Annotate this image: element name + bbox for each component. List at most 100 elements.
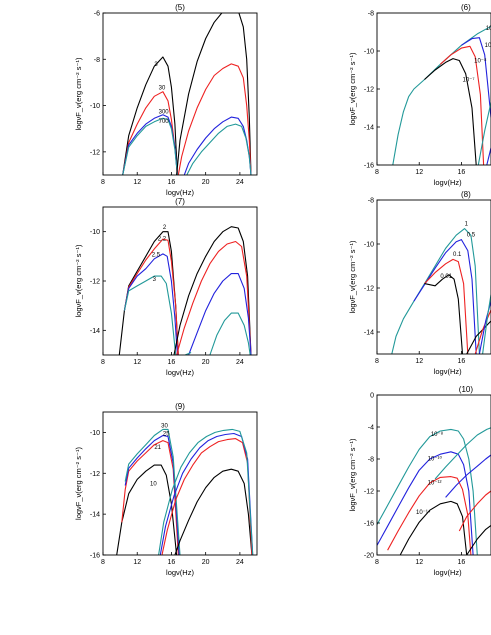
panel-5: 8 12 16 20 24 -12 -10 -8 -6 (5) logν(Hz) logνF_ν(er…: [74, 3, 258, 197]
panel-6-curve-label-3: 10⁻⁷: [463, 76, 475, 83]
panel-5-curve-1: [122, 91, 178, 175]
panel-7-curve-label-3: 3: [153, 277, 157, 283]
panel-5-curve-label-0: 3: [154, 62, 158, 68]
panel-7-ytick-label: -14: [90, 328, 100, 335]
panel-8-curve-2: [424, 258, 469, 354]
panel-6-curve-1: [424, 58, 477, 165]
panel-10-curve-label-0: 10⁻⁸: [431, 431, 444, 438]
panel-7-xlabel: logν(Hz): [166, 368, 194, 377]
panel-9-xlabel: logν(Hz): [166, 568, 194, 577]
panel-9-curve-5: [161, 438, 253, 555]
panel-5-curve-0: [122, 56, 178, 175]
panel-7-xtick-label: 24: [236, 359, 244, 366]
panel-6-ytick-label: -12: [364, 87, 374, 94]
panel-5-xtick-label: 24: [236, 179, 244, 186]
panel-9-xtick-label: 8: [101, 559, 105, 566]
panel-5-xtick-label: 16: [168, 179, 176, 186]
panel-7-curve-label-2: 2.5: [152, 252, 161, 258]
panel-6-curve-label-2: 10⁻⁸: [474, 57, 487, 64]
panel-8-ytick-label: -14: [364, 330, 374, 337]
panel-9-curve-1: [121, 440, 179, 555]
panel-6-ylabel: logνF_ν(erg cm⁻² s⁻¹): [348, 52, 357, 125]
panel-8-curve-5: [474, 309, 491, 354]
panel-5-curve-label-2: 300: [159, 110, 170, 116]
panel-10-curve-5: [445, 454, 491, 498]
panel-6-xtick-label: 12: [415, 169, 423, 176]
panel-6-curve-5: [486, 147, 491, 165]
panel-10-curve-4: [434, 427, 491, 480]
panel-10-curve-label-3: 10⁻¹⁴: [416, 509, 431, 516]
panel-9-xtick-label: 16: [168, 559, 176, 566]
panel-6-ytick-label: -8: [368, 11, 374, 18]
panel-10-curve-1: [377, 451, 474, 555]
panel-5-curve-7: [186, 123, 252, 175]
panel-10-curve-2: [387, 476, 472, 555]
panel-7-xtick-label: 20: [202, 359, 210, 366]
panel-5-xlabel: logν(Hz): [166, 188, 194, 197]
panel-7-ytick-label: -12: [90, 279, 100, 286]
panel-5-frame: [102, 12, 258, 176]
panel-8-ytick-label: -12: [364, 286, 374, 293]
panel-10-curve-6: [458, 490, 491, 532]
panel-10-curve-label-2: 10⁻¹²: [428, 481, 442, 487]
panel-7-curve-4: [173, 226, 252, 355]
panel-5-series: [122, 13, 252, 175]
panel-9-curve-label-1: 25: [163, 431, 170, 437]
panel-9-ytick-label: -10: [90, 430, 100, 437]
panel-7-xtick-label: 8: [101, 359, 105, 366]
panel-6-curve-4: [477, 102, 491, 165]
panel-7-curve-6: [188, 273, 252, 355]
panel-5-ytick-label: -10: [90, 103, 100, 110]
panel-10-frame: [376, 394, 491, 556]
panel-6-ytick-label: -10: [364, 49, 374, 56]
panel-10-ylabel: logνF_ν(erg cm⁻² s⁻¹): [348, 438, 357, 511]
panel-9-curve-7: [158, 428, 254, 555]
panel-5-ytick-label: -12: [90, 149, 100, 156]
panel-8-ytick-label: -10: [364, 242, 374, 249]
panel-7-ylabel: logνF_ν(erg cm⁻² s⁻¹): [74, 244, 83, 317]
panel-6-series: [392, 25, 491, 165]
panel-6-ytick-label: -14: [364, 125, 374, 132]
panel-8-frame: [376, 199, 491, 355]
panel-7-ytick-label: -10: [90, 229, 100, 236]
panel-7-title: (7): [175, 197, 185, 206]
panel-8-curve-label-3: 0.01: [440, 274, 452, 280]
panel-6-ytick-label: -16: [364, 163, 374, 170]
panel-10-ytick-label: 0: [370, 393, 374, 400]
panel-6: 8 12 16 -16 -14 -12 -10 -8 (6) logν(Hz) logνF_ν(er…: [348, 3, 491, 187]
panel-7-curve-label-0: 2: [163, 225, 167, 231]
panel-9-ylabel: logνF_ν(erg cm⁻² s⁻¹): [74, 447, 83, 520]
panel-7-xtick-label: 16: [168, 359, 176, 366]
panel-9-xtick-label: 24: [236, 559, 244, 566]
panel-6-curve-label-1: 10⁻⁹: [485, 42, 491, 49]
panel-5-curve-5: [177, 63, 252, 175]
panel-10-series: [377, 427, 491, 555]
panel-10-ytick-label: -16: [364, 521, 374, 528]
panel-10-xlabel: logν(Hz): [434, 568, 462, 577]
panel-7-xtick-label: 12: [133, 359, 141, 366]
panel-5-curve-label-1: 30: [159, 85, 166, 91]
panel-9-series: [116, 428, 254, 555]
panel-5-ylabel: logνF_ν(erg cm⁻² s⁻¹): [74, 57, 83, 130]
panel-9-ytick-label: -16: [90, 553, 100, 560]
panel-9-xtick-label: 20: [202, 559, 210, 566]
panel-7-curve-2: [123, 253, 178, 355]
panel-10-curve-0: [377, 428, 478, 555]
panel-9-ytick-label: -14: [90, 512, 100, 519]
panel-9-curve-label-3: 10: [150, 482, 157, 488]
panel-8-ylabel: logνF_ν(erg cm⁻² s⁻¹): [348, 240, 357, 313]
panel-8-xtick-label: 16: [458, 358, 466, 365]
panel-10-xtick-label: 12: [415, 559, 423, 566]
panel-6-curve-3: [461, 37, 491, 118]
panel-5-xtick-label: 8: [101, 179, 105, 186]
panel-10: 8 12 16 -20 -16 -12 -8 -4 0 (10) logν(Hz) logνF_ν(e…: [348, 385, 491, 577]
panel-9: 8 12 16 20 24 -16 -14 -12 -10 (9) logν(Hz) logνF_ν(…: [74, 402, 258, 577]
panel-10-ytick-label: -4: [368, 425, 374, 432]
panel-7-frame: [102, 206, 258, 356]
panel-5-xtick-label: 20: [202, 179, 210, 186]
panel-10-ytick-label: -8: [368, 457, 374, 464]
panel-10-ytick-label: -20: [364, 553, 374, 560]
panel-9-ytick-label: -12: [90, 471, 100, 478]
panel-5-curve-3: [122, 117, 178, 175]
